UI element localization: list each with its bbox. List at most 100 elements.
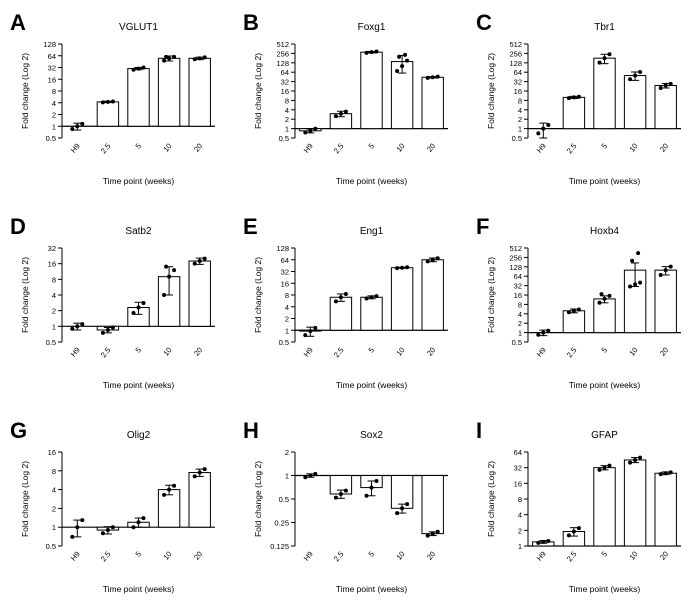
- y-tick-label: 8: [52, 275, 56, 284]
- panel-letter: G: [10, 418, 27, 443]
- data-point: [110, 525, 115, 530]
- y-axis-label: Fold change (Log 2): [486, 461, 496, 537]
- bar: [188, 472, 211, 528]
- data-point: [633, 73, 638, 78]
- data-point: [638, 280, 643, 285]
- data-point: [541, 126, 546, 131]
- bar: [654, 85, 677, 130]
- data-point: [192, 261, 197, 266]
- data-point: [571, 95, 576, 100]
- data-point: [303, 130, 308, 135]
- data-point: [80, 322, 85, 327]
- x-tick-label: 10: [161, 550, 173, 562]
- y-tick-label: 1: [52, 122, 56, 131]
- x-tick-label: 2.5: [99, 142, 113, 156]
- data-point: [607, 52, 612, 57]
- y-tick-label: 128: [509, 263, 522, 272]
- y-tick-label: 2: [518, 319, 522, 328]
- data-point: [658, 272, 663, 277]
- y-tick-label: 1: [52, 322, 56, 331]
- panel-letter: C: [476, 10, 492, 35]
- data-point: [405, 502, 410, 507]
- data-point: [395, 511, 400, 516]
- panel-letter: A: [10, 10, 26, 35]
- y-tick-label: 4: [52, 99, 56, 108]
- x-tick-label: 2.5: [99, 550, 113, 564]
- data-point: [313, 126, 318, 131]
- bar: [390, 475, 414, 509]
- data-point: [405, 265, 410, 270]
- data-point: [435, 529, 440, 534]
- data-point: [630, 258, 635, 263]
- y-axis-label: Fold change (Log 2): [20, 53, 30, 129]
- x-tick-label: 2.5: [565, 550, 579, 564]
- x-axis-label: Time point (weeks): [103, 176, 175, 186]
- data-point: [566, 533, 571, 538]
- x-tick-label: 2.5: [565, 346, 579, 360]
- x-tick-label: H9: [302, 142, 315, 155]
- panel-letter: D: [10, 214, 26, 239]
- data-point: [658, 472, 663, 477]
- data-point: [668, 81, 673, 86]
- data-point: [430, 75, 435, 80]
- data-point: [141, 65, 146, 70]
- data-point: [162, 58, 167, 63]
- chart-title: GFAP: [591, 430, 618, 441]
- y-tick-label: 0.5: [46, 542, 56, 551]
- chart-title: Foxg1: [358, 22, 386, 33]
- data-point: [333, 299, 338, 304]
- y-tick-label: 128: [43, 40, 56, 49]
- data-point: [343, 109, 348, 114]
- x-tick-label: 5: [599, 346, 609, 355]
- data-point: [164, 54, 169, 59]
- chart-title: Tbr1: [594, 22, 615, 33]
- data-point: [333, 114, 338, 119]
- data-point: [141, 301, 146, 306]
- y-axis-label: Fold change (Log 2): [20, 257, 30, 333]
- y-tick-label: 4: [518, 106, 522, 115]
- bar: [421, 475, 444, 535]
- y-tick-label: 4: [285, 303, 289, 312]
- bar: [188, 260, 211, 327]
- data-point: [638, 455, 643, 460]
- data-point: [395, 266, 400, 271]
- y-tick-label: 4: [52, 291, 56, 300]
- data-point: [105, 328, 110, 333]
- data-point: [628, 284, 633, 289]
- y-tick-label: 2: [285, 448, 289, 457]
- y-tick-label: 64: [281, 256, 289, 265]
- data-point: [202, 55, 207, 60]
- bar: [654, 269, 677, 334]
- data-point: [172, 54, 177, 59]
- x-tick-label: 10: [394, 346, 406, 358]
- x-tick-label: 5: [599, 142, 609, 151]
- data-point: [333, 495, 338, 500]
- y-tick-label: 16: [281, 279, 289, 288]
- y-tick-label: 256: [509, 49, 522, 58]
- data-point: [536, 131, 541, 136]
- data-point: [131, 67, 136, 72]
- chart-title: Sox2: [360, 430, 383, 441]
- chart-title: Eng1: [360, 226, 384, 237]
- y-tick-label: 256: [509, 253, 522, 262]
- x-tick-label: 2.5: [99, 346, 113, 360]
- y-tick-label: 128: [276, 59, 289, 68]
- data-point: [633, 282, 638, 287]
- panel-letter: I: [476, 418, 482, 443]
- data-point: [566, 310, 571, 315]
- data-point: [663, 471, 668, 476]
- x-axis-label: Time point (weeks): [103, 584, 175, 594]
- data-point: [162, 492, 167, 497]
- y-tick-label: 512: [509, 244, 522, 253]
- data-point: [636, 251, 641, 256]
- data-point: [658, 85, 663, 90]
- y-tick-label: 8: [52, 87, 56, 96]
- chart-title: VGLUT1: [119, 22, 158, 33]
- y-tick-label: 2: [52, 111, 56, 120]
- x-tick-label: 2.5: [565, 142, 579, 156]
- x-axis-label: Time point (weeks): [336, 380, 408, 390]
- data-point: [602, 56, 607, 61]
- bar: [329, 296, 353, 331]
- y-tick-label: 0.5: [512, 134, 522, 143]
